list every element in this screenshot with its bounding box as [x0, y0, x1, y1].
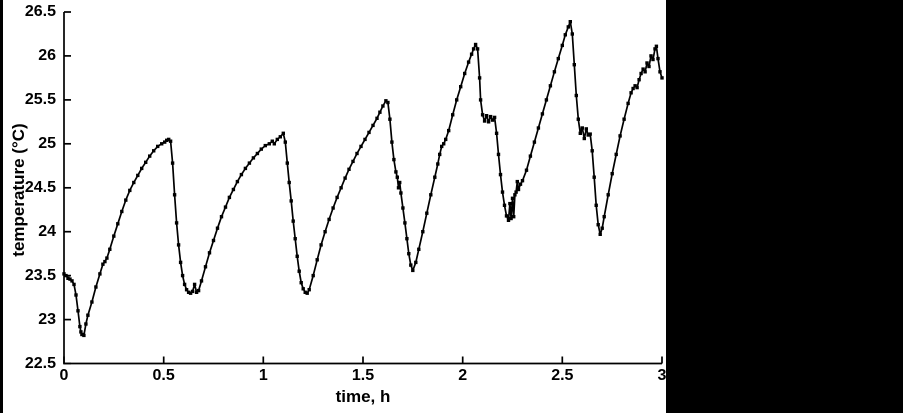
right-letterbox-bar: [666, 0, 903, 413]
temperature-series-markers: [62, 20, 664, 338]
y-tick-label: 25.5: [24, 90, 56, 108]
x-tick-label: 2: [458, 367, 468, 384]
y-tick-label: 25: [38, 134, 56, 152]
y-tick-label: 24: [38, 222, 56, 240]
y-tick-label: 26: [38, 46, 56, 64]
left-letterbox-bar: [0, 0, 3, 413]
y-tick-label: 26.5: [24, 3, 56, 20]
y-tick-label: 24.5: [24, 178, 56, 196]
y-tick-label: 23.5: [24, 266, 56, 284]
x-axis-label: time, h: [335, 387, 391, 406]
x-tick-label: 3: [657, 367, 667, 384]
temperature-series-line: [63, 20, 663, 337]
x-tick-label: 1.5: [351, 367, 375, 384]
x-tick-label: 2.5: [551, 367, 574, 384]
y-tick-label: 23: [38, 310, 56, 328]
x-tick-label: 0: [59, 367, 69, 384]
axis-spines: [63, 12, 662, 365]
y-tick-label: 22.5: [24, 354, 56, 372]
x-tick-label: 0.5: [152, 367, 175, 384]
x-tick-label: 1: [258, 367, 268, 384]
temperature-plot-canvas: [62, 11, 664, 365]
